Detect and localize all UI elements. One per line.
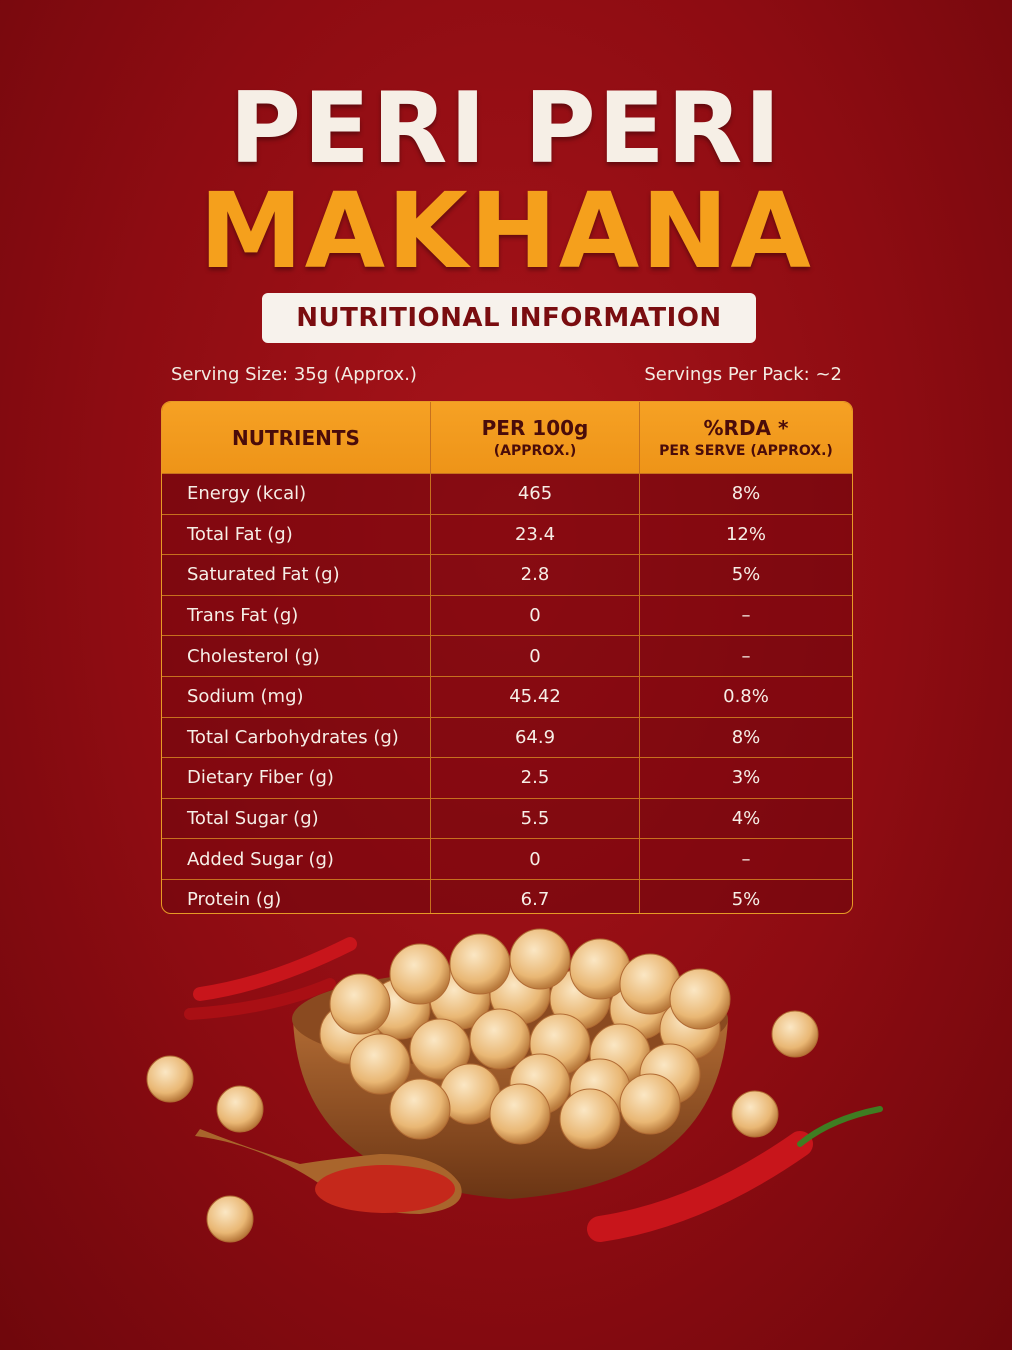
header-title: PER 100g xyxy=(481,416,589,440)
makhana xyxy=(489,1083,551,1145)
makhana xyxy=(389,943,451,1005)
makhana xyxy=(619,1073,681,1135)
value-cell: 465 xyxy=(431,474,640,514)
value-cell: 23.4 xyxy=(431,514,640,555)
value-cell: 8% xyxy=(731,726,761,748)
makhana xyxy=(146,1055,194,1103)
header-cell: %RDA * PER SERVE (APPROX.) xyxy=(640,402,852,473)
chilli-stem xyxy=(797,1106,883,1147)
value-cell: – xyxy=(741,645,751,667)
table-row: Protein (g) 6.7 5% xyxy=(162,878,852,913)
table-row: Total Fat (g) 23.4 12% xyxy=(162,513,852,555)
section-badge: NUTRITIONAL INFORMATION xyxy=(262,293,756,343)
value-cell: 5% xyxy=(731,889,761,911)
makhana xyxy=(349,1033,411,1095)
value-cell: 5.5 xyxy=(431,798,640,839)
value-cell: 8% xyxy=(731,483,761,505)
makhana xyxy=(469,1008,531,1070)
nutrient-cell: Added Sugar (g) xyxy=(162,839,431,879)
nutrient-cell: Total Carbohydrates (g) xyxy=(162,717,431,758)
makhana xyxy=(329,973,391,1035)
makhana xyxy=(389,1078,451,1140)
makhana xyxy=(669,968,731,1030)
nutrient-cell: Sodium (mg) xyxy=(162,676,431,717)
value-cell: 64.9 xyxy=(431,717,640,758)
makhana xyxy=(559,1088,621,1150)
makhana-illustration xyxy=(146,928,883,1243)
value-cell: 4% xyxy=(731,808,761,830)
makhana xyxy=(731,1090,779,1138)
header-cell: PER 100g (APPROX.) xyxy=(431,402,640,473)
makhana xyxy=(509,928,571,990)
value-cell: 12% xyxy=(725,523,766,545)
title-line: MAKHANA xyxy=(199,170,813,292)
table-row: Saturated Fat (g) 2.8 5% xyxy=(162,554,852,595)
nutrition-table: NUTRIENTS PER 100g (APPROX.) %RDA * PER SE… xyxy=(161,401,853,914)
nutrient-cell: Total Sugar (g) xyxy=(162,798,431,839)
value-cell: 0.8% xyxy=(723,686,769,708)
nutrient-cell: Energy (kcal) xyxy=(162,474,431,514)
value-cell: – xyxy=(741,605,751,627)
nutrient-cell: Total Fat (g) xyxy=(162,514,431,555)
title-line: PERI PERI xyxy=(229,72,783,186)
makhana xyxy=(409,1018,471,1080)
nutrient-cell: Saturated Fat (g) xyxy=(162,555,431,595)
makhana xyxy=(206,1195,254,1243)
table-row: Energy (kcal) 465 8% xyxy=(162,473,852,514)
chilli-powder xyxy=(315,1165,455,1213)
value-cell: 6.7 xyxy=(431,879,640,913)
makhana-pile xyxy=(146,928,819,1243)
table-row: Dietary Fiber (g) 2.5 3% xyxy=(162,757,852,798)
chilli xyxy=(184,978,336,1020)
makhana xyxy=(216,1085,264,1133)
nutrient-cell: Cholesterol (g) xyxy=(162,636,431,676)
value-cell: 0 xyxy=(431,839,640,879)
value-cell: 3% xyxy=(731,767,761,789)
value-cell: 2.8 xyxy=(431,555,640,595)
chilli xyxy=(193,937,357,1001)
nutrient-cell: Protein (g) xyxy=(162,879,431,913)
table-row: Added Sugar (g) 0 – xyxy=(162,838,852,879)
table-header: NUTRIENTS PER 100g (APPROX.) %RDA * PER SE… xyxy=(162,402,852,473)
header-title: NUTRIENTS xyxy=(232,425,360,450)
table-row: Cholesterol (g) 0 – xyxy=(162,635,852,676)
table-row: Trans Fat (g) 0 – xyxy=(162,594,852,636)
header-cell: NUTRIENTS xyxy=(162,402,431,473)
servings-per-pack: Servings Per Pack: ~2 xyxy=(644,364,842,385)
table-row: Sodium (mg) 45.42 0.8% xyxy=(162,675,852,717)
makhana xyxy=(771,1010,819,1058)
nutrient-cell: Trans Fat (g) xyxy=(162,595,431,636)
makhana xyxy=(449,933,511,995)
chilli xyxy=(587,1131,813,1242)
value-cell: 2.5 xyxy=(431,758,640,798)
table-row: Total Carbohydrates (g) 64.9 8% xyxy=(162,716,852,758)
value-cell: 5% xyxy=(731,564,761,586)
table-row: Total Sugar (g) 5.5 4% xyxy=(162,797,852,839)
value-cell: 45.42 xyxy=(431,676,640,717)
serving-size: Serving Size: 35g (Approx.) xyxy=(171,364,417,385)
value-cell: – xyxy=(741,848,751,870)
nutrient-cell: Dietary Fiber (g) xyxy=(162,758,431,798)
header-subtitle: PER SERVE (APPROX.) xyxy=(659,443,833,459)
header-title: %RDA * xyxy=(703,416,789,440)
value-cell: 0 xyxy=(431,636,640,676)
header-subtitle: (APPROX.) xyxy=(493,443,577,459)
value-cell: 0 xyxy=(431,595,640,636)
